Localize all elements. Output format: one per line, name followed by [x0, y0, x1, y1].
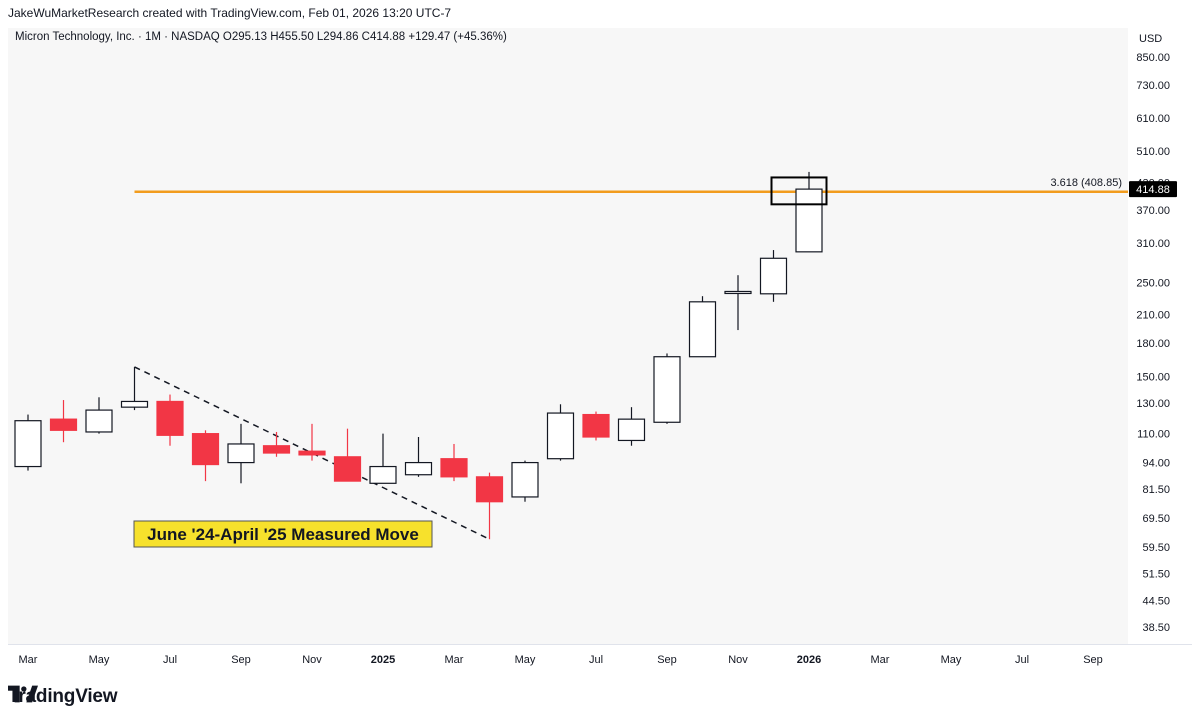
- time-axis[interactable]: [8, 644, 1192, 670]
- candle-body: [298, 450, 326, 456]
- y-tick-label: 130.00: [1136, 398, 1170, 410]
- x-tick-label: Mar: [19, 654, 38, 666]
- candle[interactable]: [85, 397, 113, 434]
- highlight-box[interactable]: [770, 176, 828, 206]
- candle-body: [440, 458, 468, 478]
- x-tick-label: May: [89, 654, 110, 666]
- candle[interactable]: [724, 275, 752, 331]
- x-tick-label: Sep: [231, 654, 251, 666]
- x-tick-label: Mar: [871, 654, 890, 666]
- candle[interactable]: [191, 430, 220, 482]
- x-tick-label: 2026: [797, 654, 821, 666]
- y-tick-label: 94.00: [1142, 458, 1170, 470]
- x-tick-label: 2025: [371, 654, 395, 666]
- candle-body: [582, 413, 610, 438]
- candle-body: [85, 409, 113, 433]
- candle[interactable]: [440, 443, 468, 482]
- last-price-label: 414.88: [1136, 184, 1170, 196]
- measured-move-label-box[interactable]: [133, 520, 433, 548]
- plot-background[interactable]: [8, 28, 1128, 644]
- candle-body: [404, 461, 433, 476]
- y-tick-label: 850.00: [1136, 52, 1170, 64]
- candle-body: [49, 418, 78, 431]
- candle-body: [617, 418, 646, 442]
- candle[interactable]: [227, 423, 255, 484]
- candle[interactable]: [511, 460, 539, 502]
- candle[interactable]: [156, 394, 184, 446]
- y-tick-label: 310.00: [1136, 238, 1170, 250]
- tradingview-logo-icon: [8, 685, 38, 703]
- candle-body: [653, 356, 681, 423]
- y-tick-label: 110.00: [1137, 429, 1170, 441]
- candle[interactable]: [404, 437, 433, 477]
- candle[interactable]: [688, 296, 717, 358]
- candle-body: [688, 301, 717, 358]
- y-tick-label: 210.00: [1136, 310, 1170, 322]
- y-tick-label: 51.50: [1142, 568, 1170, 580]
- x-tick-label: May: [941, 654, 962, 666]
- x-tick-label: Nov: [302, 654, 322, 666]
- y-tick-label: 180.00: [1136, 338, 1170, 350]
- candle[interactable]: [759, 250, 788, 302]
- y-tick-label: 69.50: [1142, 513, 1170, 525]
- candle-body: [14, 420, 42, 468]
- candle-body: [227, 443, 255, 464]
- y-tick-label: 610.00: [1136, 113, 1170, 125]
- candle-body: [369, 465, 397, 484]
- y-tick-label: 150.00: [1136, 372, 1170, 384]
- candle-body: [759, 257, 788, 295]
- candle-body: [475, 476, 504, 503]
- x-tick-label: Nov: [728, 654, 748, 666]
- candle[interactable]: [617, 407, 646, 446]
- x-tick-label: Jul: [589, 654, 603, 666]
- y-tick-label: 81.50: [1142, 484, 1170, 496]
- x-tick-label: Jul: [1015, 654, 1029, 666]
- candle[interactable]: [475, 472, 504, 540]
- candle[interactable]: [653, 353, 681, 424]
- footer: TradingView: [8, 684, 118, 710]
- candle[interactable]: [49, 400, 78, 443]
- symbol-legend: Micron Technology, Inc. · 1M · NASDAQ O2…: [15, 31, 507, 43]
- candle[interactable]: [333, 428, 362, 482]
- x-tick-label: Sep: [657, 654, 677, 666]
- y-tick-label: 44.50: [1142, 595, 1170, 607]
- y-tick-label: 370.00: [1136, 205, 1170, 217]
- measured-move-label: June '24-April '25 Measured Move: [147, 525, 419, 544]
- candle-body: [120, 400, 149, 408]
- candle[interactable]: [369, 433, 397, 484]
- candle[interactable]: [546, 404, 575, 461]
- x-tick-label: May: [515, 654, 536, 666]
- y-tick-label: 38.50: [1142, 622, 1170, 634]
- y-tick-label: 730.00: [1136, 80, 1170, 92]
- candle[interactable]: [795, 171, 823, 253]
- candle-body: [262, 445, 291, 454]
- x-tick-label: Jul: [163, 654, 177, 666]
- candle-body: [795, 188, 823, 253]
- price-axis[interactable]: [1128, 28, 1192, 644]
- x-tick-label: Mar: [445, 654, 464, 666]
- y-tick-label: 59.50: [1142, 542, 1170, 554]
- candle[interactable]: [14, 414, 42, 471]
- candle[interactable]: [298, 423, 326, 461]
- candle-body: [511, 461, 539, 498]
- candle-body: [156, 400, 184, 436]
- y-tick-label: 250.00: [1136, 277, 1170, 289]
- x-tick-label: Sep: [1083, 654, 1103, 666]
- currency-label[interactable]: USD: [1131, 30, 1189, 48]
- candle-body: [546, 412, 575, 460]
- candle-body: [724, 290, 752, 295]
- candle-body: [333, 456, 362, 482]
- candle[interactable]: [582, 411, 610, 441]
- candle[interactable]: [262, 431, 291, 457]
- fib-level-label: 3.618 (408.85): [1050, 177, 1122, 189]
- candle-body: [191, 433, 220, 466]
- last-price-tag[interactable]: [1129, 181, 1177, 198]
- y-tick-label: 510.00: [1136, 146, 1170, 158]
- chart-credit: JakeWuMarketResearch created with Tradin…: [8, 6, 452, 20]
- candle[interactable]: [120, 366, 149, 411]
